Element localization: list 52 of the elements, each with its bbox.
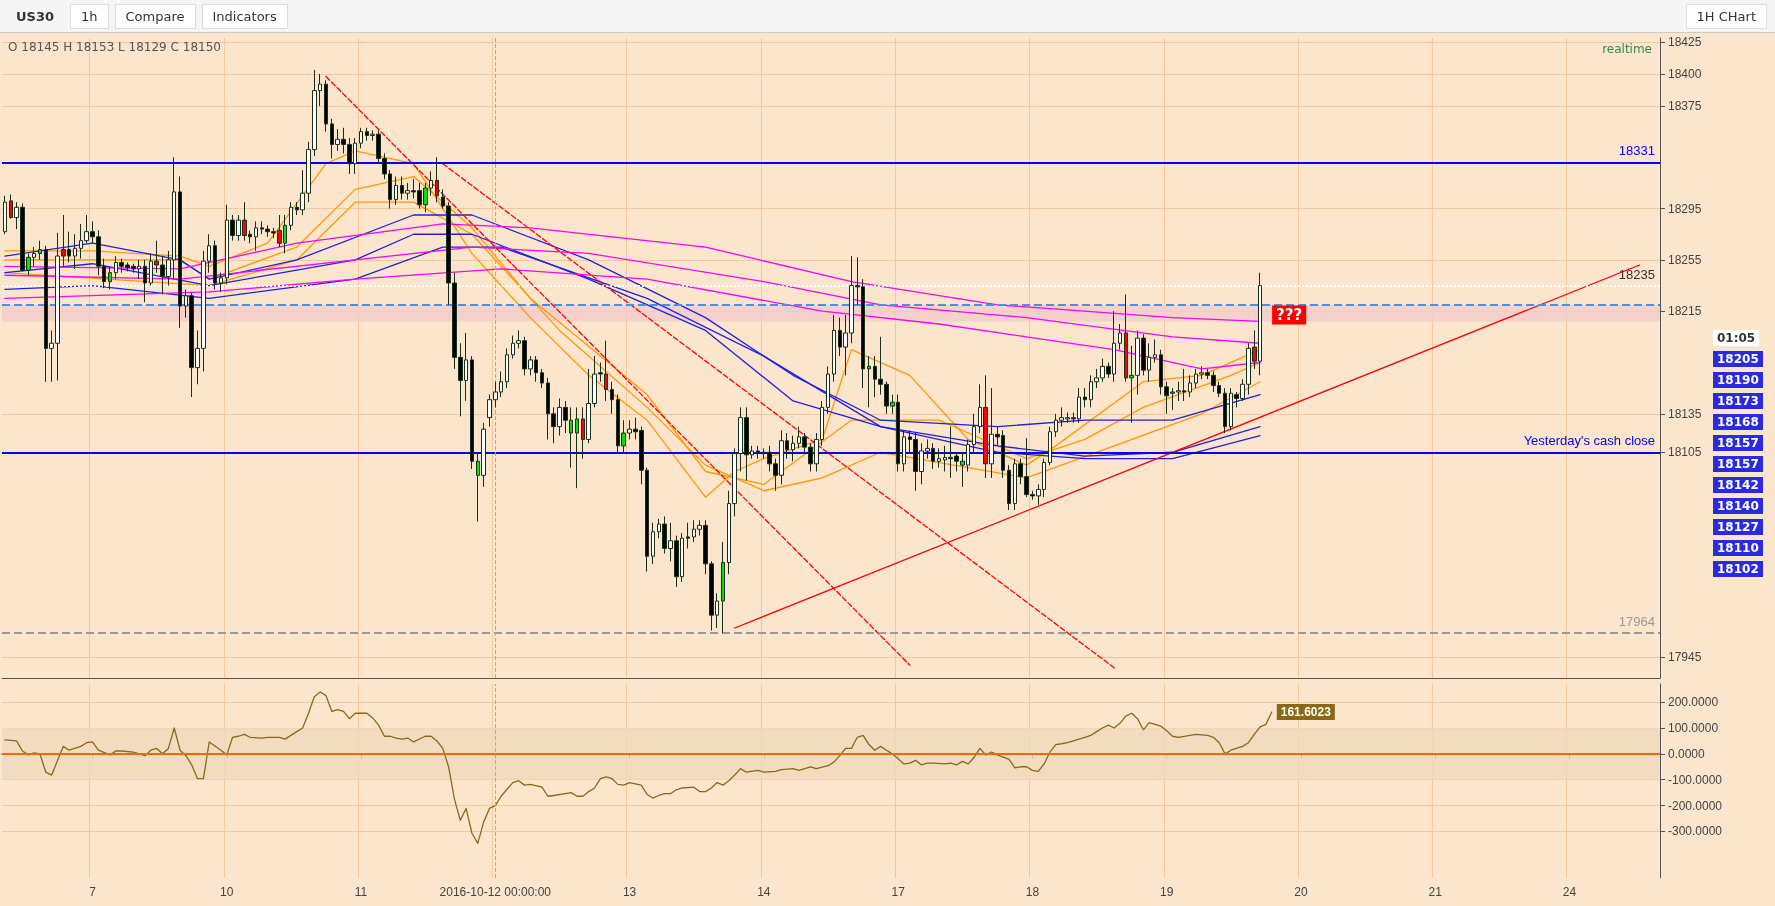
y-tick-label: 18105 [1668, 445, 1702, 460]
x-tick-label: 10 [220, 885, 234, 899]
y-tick-label: -300.0000 [1668, 824, 1723, 839]
text: 18205 [1713, 351, 1763, 367]
chart-title: US30 [15, 7, 55, 26]
text: 18157 [1713, 456, 1763, 472]
y-tick-label: 18135 [1668, 406, 1702, 421]
y-tick-label: -100.0000 [1668, 772, 1723, 787]
x-tick-label: 14 [757, 885, 771, 899]
x-tick-label: 19 [1160, 885, 1174, 899]
annotation: O 18145 H 18153 L 18129 C 18150 [8, 40, 221, 54]
text: Compare [114, 3, 196, 29]
x-tick-label: 13 [622, 885, 637, 899]
x-tick-label: 11 [354, 885, 368, 899]
y-tick-label: 18400 [1668, 66, 1702, 81]
text: 1H CHart [1685, 3, 1767, 29]
ref-line-label: 17964 [1618, 614, 1655, 630]
text: 18173 [1713, 393, 1763, 409]
x-tick-label: 7 [89, 885, 97, 899]
y-tick-label: 18215 [1668, 304, 1702, 319]
text: 18102 [1713, 561, 1763, 577]
y-tick-label: 100.0000 [1668, 720, 1719, 735]
y-tick-label: 18255 [1668, 252, 1702, 267]
text: 18127 [1713, 519, 1763, 535]
x-tick-label: 20 [1294, 885, 1308, 899]
y-tick-label: 0.0000 [1668, 746, 1706, 761]
x-tick-label: 21 [1428, 885, 1443, 899]
ref-line-label: 18235 [1618, 266, 1655, 282]
ref-line-label: Yesterday's cash close [1523, 433, 1655, 449]
x-tick-label: 24 [1562, 885, 1577, 899]
y-tick-label: -200.0000 [1668, 798, 1723, 813]
x-tick-label: 17 [891, 885, 906, 899]
data-label: 161.6023 [1280, 705, 1332, 720]
y-tick-label: 17945 [1668, 650, 1702, 665]
y-tick-label: 18425 [1668, 34, 1702, 49]
text: 18110 [1713, 540, 1763, 556]
y-tick-label: 18295 [1668, 201, 1702, 216]
text: 18168 [1713, 414, 1763, 430]
text: 01:05 [1713, 330, 1760, 346]
x-tick-label: 2016-10-12 00:00:00 [439, 885, 552, 899]
text: 18157 [1713, 435, 1763, 451]
text: Indicators [201, 3, 288, 29]
annotation: realtime [1602, 42, 1652, 56]
text: 18190 [1713, 372, 1763, 388]
ref-line-label: 18331 [1618, 143, 1655, 159]
annotation: ??? [1276, 306, 1303, 325]
text: 18140 [1713, 498, 1763, 514]
text: 1h [70, 3, 109, 29]
y-tick-label: 200.0000 [1668, 695, 1719, 710]
text: 18142 [1713, 477, 1763, 493]
x-tick-label: 18 [1025, 885, 1040, 899]
y-tick-label: 18375 [1668, 98, 1702, 113]
